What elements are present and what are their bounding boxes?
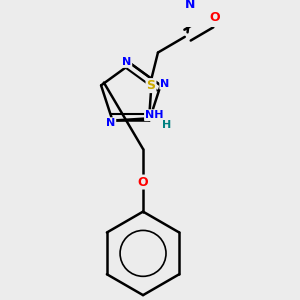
Text: N: N — [106, 118, 115, 128]
Text: O: O — [138, 176, 148, 188]
Text: S: S — [146, 79, 155, 92]
Text: N: N — [160, 79, 170, 88]
Text: O: O — [209, 11, 220, 24]
Text: N: N — [122, 57, 131, 67]
Text: NH: NH — [145, 110, 164, 120]
Text: N: N — [185, 0, 196, 11]
Text: H: H — [162, 120, 171, 130]
